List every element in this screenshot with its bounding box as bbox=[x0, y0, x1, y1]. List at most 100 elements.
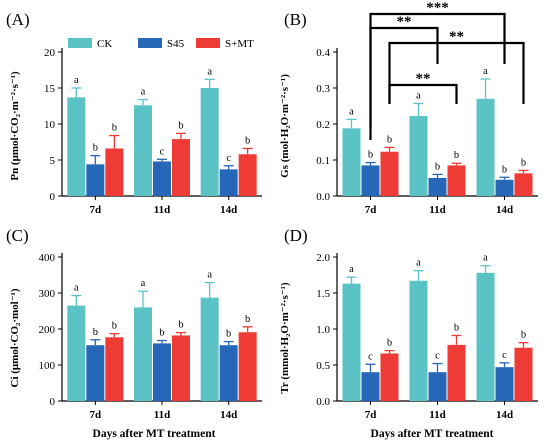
significance-bracket: ** bbox=[388, 71, 458, 104]
bracket-line bbox=[369, 12, 506, 140]
significance-letter: a bbox=[349, 264, 354, 275]
significance-letter: b bbox=[93, 327, 98, 338]
significance-letter: a bbox=[74, 75, 79, 86]
x-tick-label: 14d bbox=[496, 204, 513, 216]
significance-letter: b bbox=[502, 164, 507, 175]
y-tick-label: 0.3 bbox=[316, 83, 330, 95]
x-axis-label-c: Days after MT treatment bbox=[93, 428, 216, 440]
significance-stars: ** bbox=[449, 29, 464, 45]
bar-smt bbox=[238, 154, 257, 196]
y-tick-label: 200 bbox=[39, 324, 56, 336]
significance-letter: a bbox=[349, 106, 354, 117]
y-axis-label-b: Gs (mol·H₂O·m⁻²·s⁻¹) bbox=[279, 74, 291, 178]
bar-ck bbox=[200, 88, 219, 196]
significance-letter: b bbox=[178, 320, 183, 331]
legend-swatch-ck bbox=[68, 38, 92, 48]
y-tick-label: 100 bbox=[39, 360, 56, 372]
x-tick-label: 11d bbox=[154, 409, 171, 421]
bar-smt bbox=[172, 139, 190, 196]
significance-letter: b bbox=[368, 150, 373, 161]
bar-smt bbox=[514, 347, 533, 401]
bar-s45 bbox=[219, 345, 238, 401]
bar-smt bbox=[380, 151, 399, 196]
y-tick-label: 0 bbox=[50, 396, 56, 408]
significance-letter: b bbox=[435, 161, 440, 172]
bar-smt bbox=[238, 332, 257, 401]
significance-letter: b bbox=[521, 157, 526, 168]
bar-s45 bbox=[153, 161, 171, 196]
legend: CK S45 S+MT bbox=[68, 38, 254, 50]
significance-letter: c bbox=[160, 146, 165, 157]
legend-swatch-smt bbox=[196, 38, 220, 48]
y-tick-label: 300 bbox=[39, 288, 56, 300]
significance-stars: ** bbox=[397, 14, 412, 30]
significance-letter: a bbox=[74, 283, 79, 294]
significance-letter: c bbox=[502, 350, 507, 361]
legend-label-smt: S+MT bbox=[225, 38, 254, 50]
significance-letter: b bbox=[178, 120, 183, 131]
bar-smt bbox=[514, 173, 533, 196]
panel-a-plot: 0 5 10 15 20 7d a b b 11d a c b 14d a c b bbox=[44, 47, 262, 216]
y-tick-label: 400 bbox=[39, 252, 56, 264]
y-tick-label: 0.1 bbox=[316, 155, 330, 167]
y-tick-label: 0 bbox=[50, 191, 56, 203]
significance-letter: b bbox=[93, 143, 98, 154]
x-tick-label: 14d bbox=[496, 409, 513, 421]
x-axis-label-d: Days after MT treatment bbox=[371, 428, 494, 440]
bar-s45 bbox=[428, 372, 447, 401]
bracket-line bbox=[388, 83, 458, 104]
panel-c-plot: 0 100 200 300 400 7d a b b 11d a b b 14d a b b bbox=[39, 252, 262, 421]
y-tick-label: 0.2 bbox=[316, 119, 330, 131]
bar-ck bbox=[67, 97, 86, 196]
legend-label-ck: CK bbox=[97, 38, 112, 50]
panel-letter-c: (C) bbox=[6, 226, 29, 245]
y-tick-label: 0.5 bbox=[316, 360, 330, 372]
bar-ck bbox=[476, 98, 495, 196]
bar-s45 bbox=[219, 169, 238, 196]
significance-letter: a bbox=[141, 87, 146, 98]
bar-s45 bbox=[495, 179, 514, 196]
y-tick-label: 0.4 bbox=[316, 47, 330, 59]
y-tick-label: 5 bbox=[50, 155, 56, 167]
bar-smt bbox=[380, 353, 399, 401]
x-tick-label: 14d bbox=[220, 409, 237, 421]
bar-s45 bbox=[495, 367, 514, 401]
legend-swatch-s45 bbox=[138, 38, 162, 48]
significance-letter: b bbox=[245, 135, 250, 146]
legend-label-s45: S45 bbox=[167, 38, 185, 50]
significance-letter: b bbox=[226, 329, 231, 340]
bar-ck bbox=[409, 116, 428, 196]
significance-letter: a bbox=[416, 258, 421, 269]
x-tick-label: 14d bbox=[220, 204, 237, 216]
bar-s45 bbox=[361, 165, 380, 196]
bar-s45 bbox=[428, 178, 447, 196]
significance-letter: c bbox=[226, 153, 231, 164]
bar-ck bbox=[342, 283, 361, 401]
x-tick-label: 11d bbox=[154, 204, 171, 216]
x-tick-label: 7d bbox=[90, 409, 102, 421]
bar-smt bbox=[105, 337, 124, 401]
x-tick-label: 7d bbox=[90, 204, 102, 216]
y-axis-label-a: Pn (μmol·CO₂·m⁻²·s⁻¹) bbox=[9, 71, 21, 181]
significance-letter: b bbox=[112, 123, 117, 134]
bar-smt bbox=[447, 165, 466, 196]
y-tick-label: 15 bbox=[44, 83, 56, 95]
significance-letter: c bbox=[435, 351, 440, 362]
bar-s45 bbox=[86, 164, 105, 196]
significance-letter: a bbox=[416, 90, 421, 101]
bracket-line bbox=[388, 41, 525, 104]
significance-letter: b bbox=[454, 150, 459, 161]
significance-letter: b bbox=[387, 338, 392, 349]
significance-letter: a bbox=[141, 278, 146, 289]
significance-bracket: ** bbox=[388, 29, 525, 104]
y-tick-label: 10 bbox=[44, 119, 56, 131]
significance-letter: c bbox=[368, 351, 373, 362]
bar-ck bbox=[200, 297, 219, 401]
bar-s45 bbox=[361, 372, 380, 401]
significance-stars: ** bbox=[416, 71, 431, 87]
bar-smt bbox=[447, 344, 466, 401]
x-tick-label: 7d bbox=[365, 204, 377, 216]
x-tick-label: 11d bbox=[429, 409, 446, 421]
significance-letter: b bbox=[387, 134, 392, 145]
